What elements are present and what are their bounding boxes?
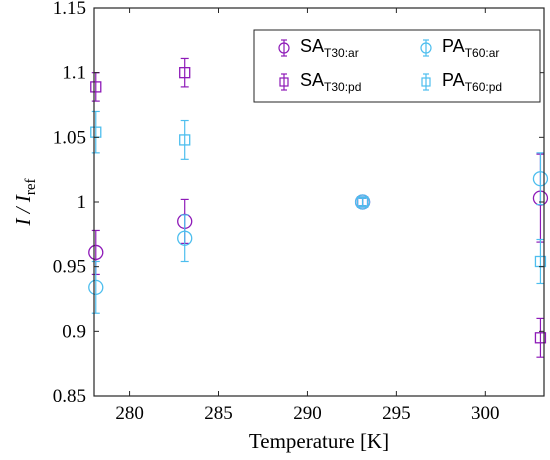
plot-marks (88, 57, 549, 358)
data-point (179, 67, 191, 79)
y-tick-label: 1 (77, 192, 87, 213)
y-axis-label-main: I / I (11, 194, 35, 226)
data-point (354, 194, 371, 210)
legend-label: SAT30:ar (300, 36, 359, 60)
legend-label-sub: T30:pd (324, 80, 361, 94)
data-point (90, 81, 102, 93)
x-axis-label: Temperature [K] (249, 429, 389, 453)
legend-marker (279, 77, 289, 87)
legend-label-sub: T60:pd (465, 80, 502, 94)
x-tick-label: 290 (293, 403, 322, 424)
series-1 (90, 57, 547, 358)
data-point (534, 332, 547, 344)
legend-label: SAT30:pd (300, 70, 361, 94)
legend-label-sub: T30:ar (324, 46, 359, 60)
legend-marker (421, 77, 431, 87)
legend-label: PAT60:ar (442, 36, 499, 60)
y-tick-label: 1.1 (62, 63, 86, 84)
legend-label-main: PA (442, 36, 465, 56)
x-tick-label: 300 (471, 403, 500, 424)
data-point (356, 196, 369, 208)
y-tick-label: 0.9 (62, 321, 86, 342)
axis-ticks: 280 285 290 295 300 0.85 0.9 0.95 1 1.05 1.1 1.15 (53, 0, 544, 424)
y-tick-label: 0.85 (53, 386, 86, 407)
y-axis-label-sub: ref (23, 179, 39, 196)
data-point (532, 171, 549, 187)
legend-marker (278, 42, 290, 54)
x-tick-label: 280 (115, 403, 144, 424)
legend-label-main: SA (300, 70, 324, 90)
data-point (88, 279, 104, 296)
data-point (177, 230, 193, 246)
legend-label: PAT60:pd (442, 70, 502, 94)
legend-label-main: PA (442, 70, 465, 90)
data-point (179, 134, 191, 146)
x-tick-label: 295 (382, 403, 411, 424)
legend-marker (420, 42, 432, 54)
legend-label-sub: T60:ar (465, 46, 500, 60)
y-axis-label: I / Iref (11, 179, 39, 227)
y-tick-label: 0.95 (53, 257, 86, 278)
y-tick-label: 1.15 (53, 0, 86, 19)
series-2 (88, 152, 549, 314)
legend-label-main: SA (300, 36, 324, 56)
series-3 (90, 110, 547, 285)
legend-box (253, 29, 541, 103)
series-0 (88, 153, 549, 276)
x-tick-label: 285 (204, 403, 233, 424)
data-point (88, 244, 104, 261)
y-tick-label: 1.05 (53, 127, 86, 148)
